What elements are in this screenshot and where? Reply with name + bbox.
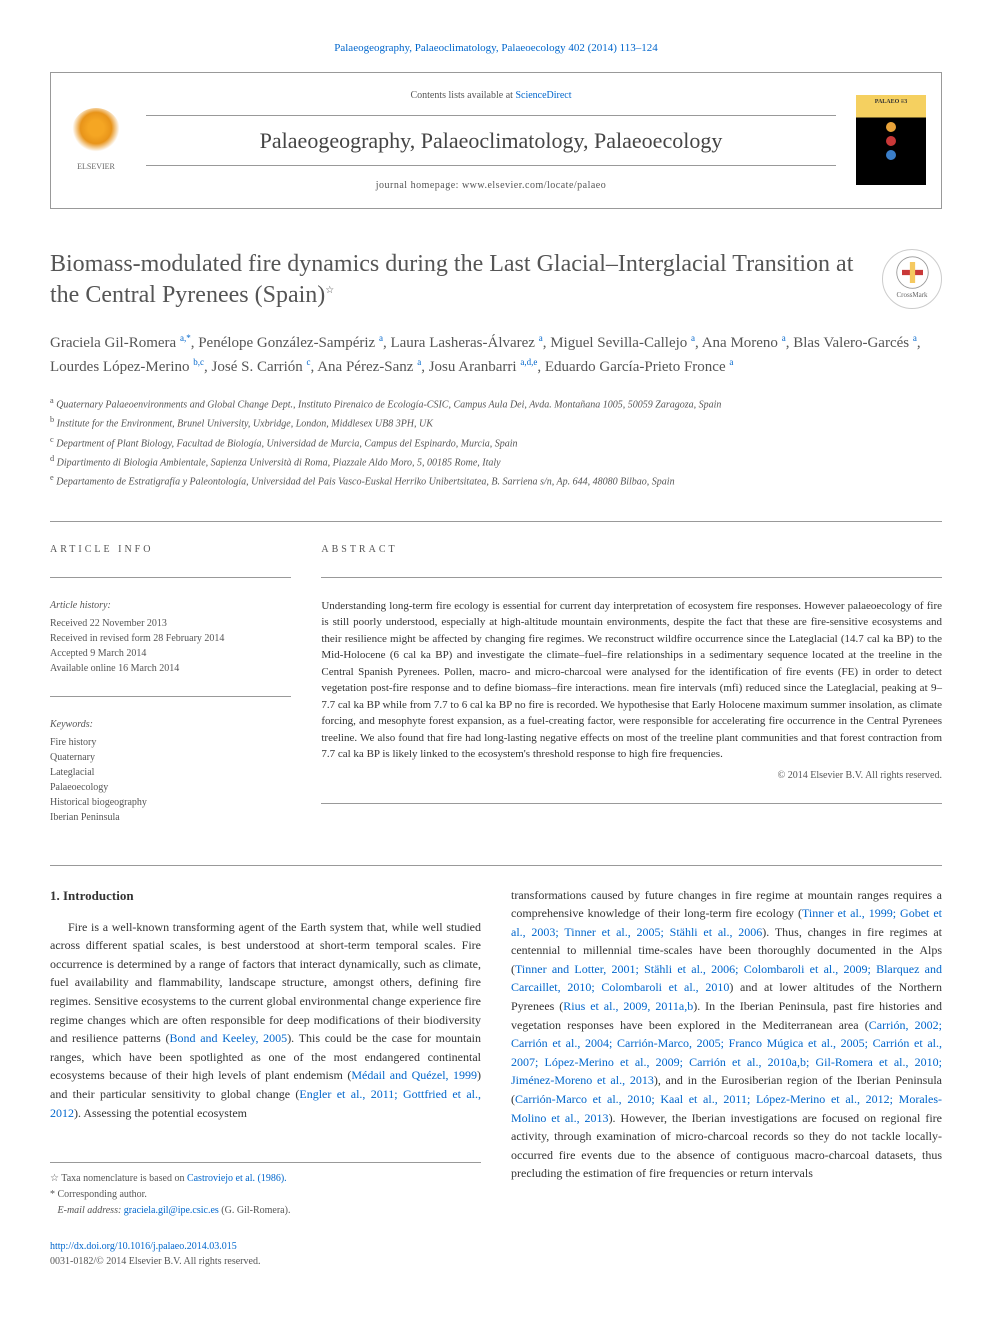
affiliation-line: b Institute for the Environment, Brunel … — [50, 413, 942, 432]
email-author: (G. Gil-Romera). — [219, 1205, 291, 1216]
taxa-cite-link[interactable]: Castroviejo et al. (1986). — [187, 1173, 287, 1184]
keyword-line: Palaeoecology — [50, 780, 291, 795]
divider — [50, 521, 942, 522]
affiliation-line: c Department of Plant Biology, Facultad … — [50, 433, 942, 452]
header-center: Contents lists available at ScienceDirec… — [126, 88, 856, 193]
history-lines: Received 22 November 2013Received in rev… — [50, 616, 291, 676]
keyword-line: Historical biogeography — [50, 795, 291, 810]
corr-text: Corresponding author. — [58, 1189, 147, 1200]
authors-list: Graciela Gil-Romera a,*, Penélope Gonzál… — [50, 331, 942, 379]
history-heading: Article history: — [50, 598, 291, 613]
body-paragraph: transformations caused by future changes… — [511, 886, 942, 1184]
contents-prefix: Contents lists available at — [410, 90, 515, 101]
email-link[interactable]: graciela.gil@ipe.csic.es — [124, 1205, 219, 1216]
abstract-text: Understanding long-term fire ecology is … — [321, 598, 942, 763]
affiliations-list: a Quaternary Palaeoenvironments and Glob… — [50, 394, 942, 491]
abstract-block: ABSTRACT Understanding long-term fire ec… — [321, 542, 942, 825]
title-text: Biomass-modulated fire dynamics during t… — [50, 251, 853, 308]
contents-available: Contents lists available at ScienceDirec… — [146, 88, 836, 103]
taxa-mark: ☆ — [50, 1173, 59, 1184]
keyword-line: Iberian Peninsula — [50, 810, 291, 825]
journal-cover-thumbnail: PALAEO ≡3 — [856, 95, 926, 185]
keyword-line: Quaternary — [50, 750, 291, 765]
sciencedirect-link[interactable]: ScienceDirect — [515, 90, 571, 101]
divider — [50, 577, 291, 578]
divider — [321, 803, 942, 804]
cover-dot-icon — [886, 150, 896, 160]
journal-name: Palaeogeography, Palaeoclimatology, Pala… — [146, 115, 836, 166]
cover-dot-icon — [886, 122, 896, 132]
divider — [50, 696, 291, 697]
affiliation-line: d Dipartimento di Biologia Ambientale, S… — [50, 452, 942, 471]
journal-header-box: ELSEVIER Contents lists available at Sci… — [50, 72, 942, 209]
affiliation-line: e Departamento de Estratigrafía y Paleon… — [50, 471, 942, 490]
email-footnote: E-mail address: graciela.gil@ipe.csic.es… — [50, 1203, 481, 1219]
keyword-line: Lateglacial — [50, 765, 291, 780]
corresponding-footnote: * Corresponding author. — [50, 1187, 481, 1203]
keyword-line: Fire history — [50, 735, 291, 750]
info-abstract-row: ARTICLE INFO Article history: Received 2… — [50, 542, 942, 825]
email-label: E-mail address: — [58, 1205, 124, 1216]
divider — [50, 865, 942, 866]
divider — [321, 577, 942, 578]
homepage-url[interactable]: www.elsevier.com/locate/palaeo — [462, 180, 606, 191]
affiliation-line: a Quaternary Palaeoenvironments and Glob… — [50, 394, 942, 413]
column-left: 1. Introduction Fire is a well-known tra… — [50, 886, 481, 1220]
abstract-heading: ABSTRACT — [321, 542, 942, 557]
keywords-lines: Fire historyQuaternaryLateglacialPalaeoe… — [50, 735, 291, 825]
taxa-text: Taxa nomenclature is based on — [61, 1173, 187, 1184]
body-paragraph: Fire is a well-known transforming agent … — [50, 918, 481, 1123]
crossmark-label: CrossMark — [896, 290, 927, 301]
page-footer: http://dx.doi.org/10.1016/j.palaeo.2014.… — [50, 1239, 942, 1269]
abstract-copyright: © 2014 Elsevier B.V. All rights reserved… — [321, 768, 942, 783]
footnotes: ☆ Taxa nomenclature is based on Castrovi… — [50, 1162, 481, 1219]
history-line: Received in revised form 28 February 201… — [50, 631, 291, 646]
taxa-footnote: ☆ Taxa nomenclature is based on Castrovi… — [50, 1171, 481, 1187]
cover-title: PALAEO ≡3 — [875, 95, 907, 107]
history-line: Accepted 9 March 2014 — [50, 646, 291, 661]
issn-copyright: 0031-0182/© 2014 Elsevier B.V. All right… — [50, 1256, 260, 1267]
doi-link[interactable]: http://dx.doi.org/10.1016/j.palaeo.2014.… — [50, 1241, 237, 1252]
cover-dots — [886, 122, 896, 160]
elsevier-logo: ELSEVIER — [66, 105, 126, 175]
history-line: Received 22 November 2013 — [50, 616, 291, 631]
title-footnote-mark: ☆ — [325, 285, 334, 296]
corr-mark: * — [50, 1189, 55, 1200]
journal-reference: Palaeogeography, Palaeoclimatology, Pala… — [50, 40, 942, 57]
elsevier-label: ELSEVIER — [77, 161, 115, 173]
column-right: transformations caused by future changes… — [511, 886, 942, 1220]
journal-homepage: journal homepage: www.elsevier.com/locat… — [146, 178, 836, 193]
history-line: Available online 16 March 2014 — [50, 661, 291, 676]
article-info-heading: ARTICLE INFO — [50, 542, 291, 557]
article-info-block: ARTICLE INFO Article history: Received 2… — [50, 542, 291, 825]
article-title: Biomass-modulated fire dynamics during t… — [50, 249, 882, 311]
body-columns: 1. Introduction Fire is a well-known tra… — [50, 886, 942, 1220]
keywords-heading: Keywords: — [50, 717, 291, 732]
elsevier-tree-icon — [71, 108, 121, 158]
introduction-heading: 1. Introduction — [50, 886, 481, 906]
crossmark-icon — [895, 255, 930, 290]
crossmark-badge[interactable]: CrossMark — [882, 249, 942, 309]
cover-dot-icon — [886, 136, 896, 146]
homepage-prefix: journal homepage: — [376, 180, 462, 191]
